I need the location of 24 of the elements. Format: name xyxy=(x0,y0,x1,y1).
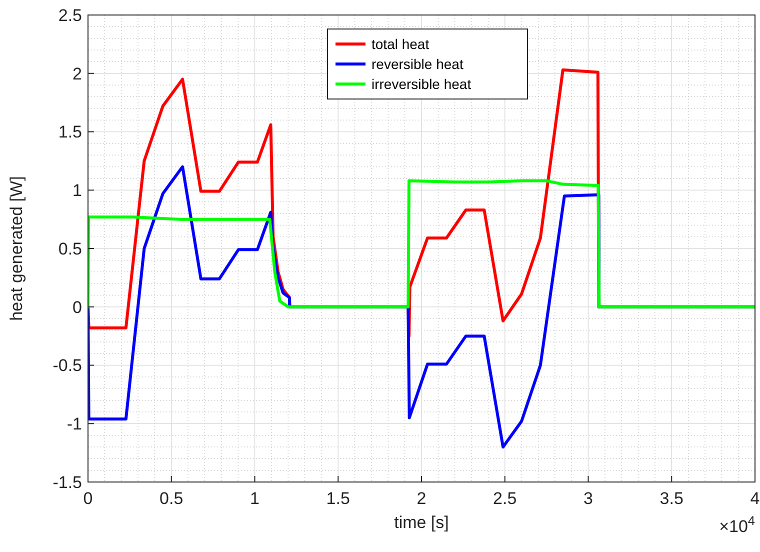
y-tick-label: 1 xyxy=(72,181,82,200)
x-tick-label: 1.5 xyxy=(326,489,350,508)
x-tick-label: 0.5 xyxy=(160,489,184,508)
x-tick-label: 3 xyxy=(584,489,593,508)
y-tick-label: 0 xyxy=(72,298,82,317)
legend-label: irreversible heat xyxy=(372,76,472,92)
y-tick-label: 1.5 xyxy=(58,122,82,142)
y-tick-label: 2 xyxy=(72,64,82,84)
y-tick-label: 0.5 xyxy=(58,239,82,258)
y-tick-label: -1 xyxy=(66,414,82,434)
y-tick-label: 2.5 xyxy=(58,6,82,25)
x-axis-title: time [s] xyxy=(394,513,449,532)
x-tick-label: 1 xyxy=(250,489,260,508)
legend-label: reversible heat xyxy=(372,56,464,72)
y-axis-title: heat generated [W] xyxy=(7,176,26,321)
x-tick-label: 2.5 xyxy=(493,489,517,508)
y-tick-label: -0.5 xyxy=(52,356,82,376)
x-tick-label: 2 xyxy=(416,489,426,508)
y-tick-label: -1.5 xyxy=(52,472,82,492)
line-series xyxy=(88,179,755,308)
x-tick-label: 4 xyxy=(750,489,760,508)
legend-label: total heat xyxy=(372,36,430,52)
text: ×10$^{4}$ xyxy=(719,512,755,536)
x-tick-label: 3.5 xyxy=(660,489,684,508)
